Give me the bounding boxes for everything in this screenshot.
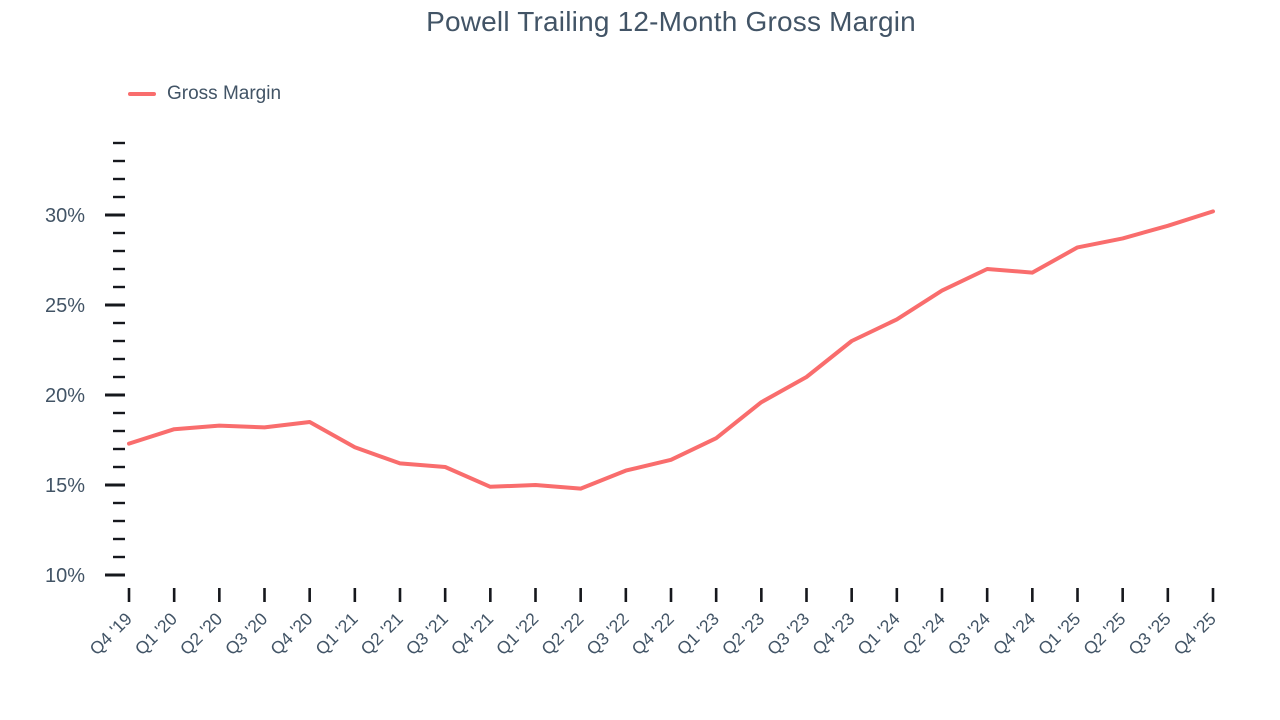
x-axis-label: Q2 '20 [176, 608, 226, 658]
x-axis-label: Q4 '20 [266, 608, 316, 658]
x-axis-label: Q2 '21 [357, 609, 407, 659]
x-axis-label: Q3 '20 [221, 608, 271, 658]
x-axis-label: Q1 '25 [1034, 609, 1084, 659]
y-axis-label: 10% [45, 565, 85, 587]
x-axis-label: Q1 '20 [131, 608, 181, 658]
x-axis-label: Q2 '25 [1079, 609, 1129, 659]
x-axis-label: Q4 '19 [86, 609, 136, 659]
x-axis-label: Q3 '24 [944, 608, 994, 658]
x-axis-label: Q1 '24 [853, 608, 903, 658]
legend: Gross Margin [128, 82, 281, 106]
gross-margin-line [127, 209, 1215, 491]
x-axis-label: Q4 '21 [447, 609, 497, 659]
x-axis-label: Q3 '21 [402, 609, 452, 659]
x-axis-label: Q4 '23 [808, 609, 858, 659]
y-axis-label: 20% [45, 385, 85, 407]
x-axis-label: Q2 '24 [899, 608, 949, 658]
x-axis-label: Q1 '21 [311, 609, 361, 659]
chart-title: Powell Trailing 12-Month Gross Margin [426, 6, 916, 37]
x-axis-label: Q4 '25 [1170, 609, 1220, 659]
y-axis: 10% 15% 20% 25% 30% [45, 141, 125, 587]
x-axis-label: Q3 '25 [1124, 609, 1174, 659]
y-axis-label: 25% [45, 295, 85, 317]
x-axis-label: Q2 '22 [537, 609, 587, 659]
y-axis-label: 15% [45, 475, 85, 497]
x-axis-label: Q1 '23 [673, 609, 723, 659]
legend-line-swatch [128, 92, 156, 96]
x-axis-label: Q3 '22 [582, 609, 632, 659]
x-axis-label: Q4 '22 [628, 609, 678, 659]
x-axis-label: Q1 '22 [492, 609, 542, 659]
x-axis-label: Q3 '23 [763, 609, 813, 659]
x-axis-label: Q2 '23 [718, 609, 768, 659]
y-axis-label: 30% [45, 205, 85, 227]
x-axis-label: Q4 '24 [989, 608, 1039, 658]
legend-label: Gross Margin [167, 83, 282, 104]
